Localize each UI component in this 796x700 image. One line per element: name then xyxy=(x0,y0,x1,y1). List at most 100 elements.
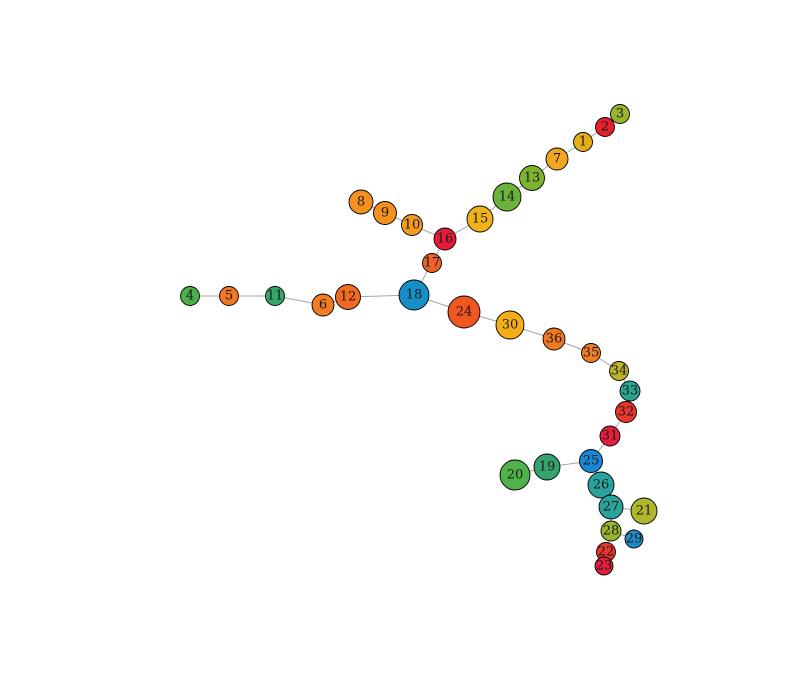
node-label: 9 xyxy=(381,206,389,221)
node-label: 28 xyxy=(603,524,620,539)
node-circle xyxy=(542,327,566,351)
node-circle xyxy=(265,286,285,306)
node-circle xyxy=(619,380,641,402)
node-circle xyxy=(598,494,624,520)
node-7: 7 xyxy=(545,147,569,171)
node-label: 6 xyxy=(319,298,327,313)
node-label: 29 xyxy=(626,532,643,547)
node-1: 1 xyxy=(573,132,593,152)
node-4: 4 xyxy=(180,286,200,306)
node-35: 35 xyxy=(581,343,601,363)
node-label: 13 xyxy=(524,171,541,186)
node-label: 36 xyxy=(546,332,563,347)
node-label: 34 xyxy=(611,364,628,379)
node-label: 12 xyxy=(340,290,357,305)
node-28: 28 xyxy=(600,520,622,542)
node-label: 8 xyxy=(357,195,365,210)
node-3: 3 xyxy=(610,104,630,124)
node-circle xyxy=(594,556,614,576)
node-circle xyxy=(447,295,481,329)
node-31: 31 xyxy=(599,425,621,447)
node-11: 11 xyxy=(265,286,285,306)
node-label: 27 xyxy=(603,500,620,515)
node-circle xyxy=(587,471,615,499)
node-label: 3 xyxy=(616,107,624,122)
node-6: 6 xyxy=(311,293,335,317)
node-circle xyxy=(499,459,531,491)
node-14: 14 xyxy=(492,182,522,212)
node-circle xyxy=(373,201,397,225)
node-circle xyxy=(311,293,335,317)
node-20: 20 xyxy=(499,459,531,491)
node-label: 11 xyxy=(267,289,284,304)
node-circle xyxy=(610,104,630,124)
node-label: 4 xyxy=(186,289,194,304)
node-label: 31 xyxy=(602,429,619,444)
graph-edges xyxy=(190,113,645,567)
node-label: 30 xyxy=(502,318,519,333)
node-5: 5 xyxy=(219,286,239,306)
node-16: 16 xyxy=(433,227,457,251)
node-26: 26 xyxy=(587,471,615,499)
node-circle xyxy=(609,361,629,381)
node-label: 1 xyxy=(579,135,587,150)
node-27: 27 xyxy=(598,494,624,520)
node-10: 10 xyxy=(401,214,423,236)
node-circle xyxy=(422,253,442,273)
node-22: 22 xyxy=(596,542,616,562)
node-circle xyxy=(545,147,569,171)
node-21: 21 xyxy=(630,497,658,525)
node-circle xyxy=(348,189,374,215)
node-label: 15 xyxy=(472,212,489,227)
node-label: 23 xyxy=(596,559,613,574)
node-label: 10 xyxy=(404,218,421,233)
node-circle xyxy=(624,529,644,549)
node-13: 13 xyxy=(519,165,545,191)
node-label: 32 xyxy=(618,405,635,420)
node-label: 18 xyxy=(406,288,423,303)
node-label: 25 xyxy=(583,454,600,469)
node-circle xyxy=(180,286,200,306)
node-label: 35 xyxy=(583,346,600,361)
node-circle xyxy=(335,284,361,310)
node-circle xyxy=(573,132,593,152)
node-19: 19 xyxy=(533,453,561,481)
node-circle xyxy=(579,449,603,473)
node-17: 17 xyxy=(422,253,442,273)
node-label: 14 xyxy=(499,190,516,205)
node-label: 17 xyxy=(424,256,441,271)
node-36: 36 xyxy=(542,327,566,351)
node-9: 9 xyxy=(373,201,397,225)
node-circle xyxy=(466,205,494,233)
node-circle xyxy=(401,214,423,236)
node-circle xyxy=(600,520,622,542)
node-18: 18 xyxy=(398,279,430,311)
node-15: 15 xyxy=(466,205,494,233)
node-label: 19 xyxy=(539,460,556,475)
node-circle xyxy=(533,453,561,481)
node-circle xyxy=(219,286,239,306)
node-label: 20 xyxy=(507,468,524,483)
node-34: 34 xyxy=(609,361,629,381)
node-25: 25 xyxy=(579,449,603,473)
node-label: 5 xyxy=(225,289,233,304)
node-label: 33 xyxy=(622,384,639,399)
node-2: 2 xyxy=(595,117,615,137)
node-32: 32 xyxy=(615,401,637,423)
node-circle xyxy=(630,497,658,525)
node-circle xyxy=(581,343,601,363)
node-29: 29 xyxy=(624,529,644,549)
node-label: 26 xyxy=(593,478,610,493)
node-circle xyxy=(492,182,522,212)
node-circle xyxy=(599,425,621,447)
node-label: 2 xyxy=(601,120,609,135)
node-circle xyxy=(595,117,615,137)
node-12: 12 xyxy=(335,284,361,310)
node-24: 24 xyxy=(447,295,481,329)
node-label: 16 xyxy=(437,232,454,247)
node-label: 22 xyxy=(598,545,615,560)
node-label: 21 xyxy=(636,504,653,519)
node-circle xyxy=(519,165,545,191)
